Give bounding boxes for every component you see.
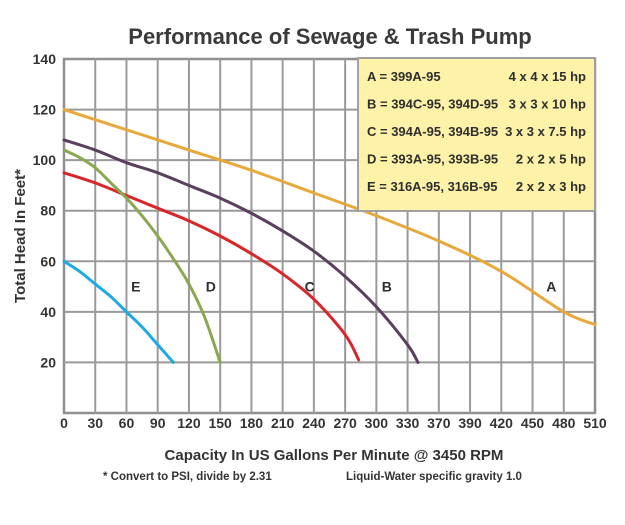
legend-models-b: B = 394C-95, 394D-95: [367, 97, 498, 112]
x-tick-label: 60: [119, 415, 135, 431]
x-tick-label: 420: [490, 415, 514, 431]
curve-label-a: A: [546, 279, 556, 295]
curve-label-b: B: [382, 279, 392, 295]
x-tick-label: 270: [333, 415, 357, 431]
legend-models-a: A = 399A-95: [367, 69, 441, 84]
legend-spec-a: 4 x 4 x 15 hp: [509, 69, 586, 84]
legend-models-e: E = 316A-95, 316B-95: [367, 179, 497, 194]
curve-labels: A B C D E: [131, 279, 556, 295]
legend-box: [357, 57, 596, 212]
legend-spec-b: 3 x 3 x 10 hp: [509, 97, 586, 112]
curve-label-d: D: [206, 279, 216, 295]
chart-title: Performance of Sewage & Trash Pump: [128, 24, 531, 49]
x-tick-label: 330: [396, 415, 420, 431]
y-tick-label: 120: [33, 102, 57, 118]
y-tick-label: 20: [40, 354, 56, 370]
x-tick-label: 0: [60, 415, 68, 431]
footnote-gravity: Liquid-Water specific gravity 1.0: [346, 471, 522, 483]
x-tick-label: 240: [302, 415, 326, 431]
x-tick-label: 150: [208, 415, 232, 431]
legend-spec-e: 2 x 2 x 3 hp: [516, 179, 586, 194]
x-tick-label: 480: [552, 415, 576, 431]
x-tick-label: 300: [365, 415, 389, 431]
legend-spec-c: 3 x 3 x 7.5 hp: [505, 124, 586, 139]
curve-b: [62, 138, 420, 364]
curve-label-e: E: [131, 279, 140, 295]
y-tick-label: 80: [40, 203, 56, 219]
x-tick-label: 450: [521, 415, 545, 431]
curves: [62, 108, 597, 364]
curve-d: [62, 148, 222, 364]
y-tick-label: 140: [33, 51, 57, 67]
x-tick-label: 510: [583, 415, 607, 431]
legend-spec-d: 2 x 2 x 5 hp: [516, 152, 586, 167]
x-tick-label: 30: [87, 415, 103, 431]
x-tick-label: 180: [240, 415, 264, 431]
y-axis-label: Total Head In Feet*: [12, 169, 29, 303]
y-tick-label: 100: [33, 152, 57, 168]
y-tick-label: 60: [40, 253, 56, 269]
x-tick-label: 210: [271, 415, 295, 431]
y-tick-label: 40: [40, 304, 56, 320]
x-tick-label: 120: [177, 415, 201, 431]
x-tick-label: 90: [150, 415, 166, 431]
legend: A = 399A-95 4 x 4 x 15 hp B = 394C-95, 394…: [357, 57, 596, 212]
curve-c: [62, 171, 361, 362]
x-tick-label: 370: [427, 415, 451, 431]
x-axis-label: Capacity In US Gallons Per Minute @ 3450…: [165, 447, 504, 464]
curve-e: [62, 259, 175, 364]
y-tick-labels: 20 40 60 80 100 120 140: [33, 51, 57, 370]
x-tick-label: 390: [458, 415, 482, 431]
curve-label-c: C: [305, 279, 315, 295]
footnote-psi: * Convert to PSI, divide by 2.31: [103, 471, 272, 483]
curve-a: [62, 108, 597, 326]
legend-models-d: D = 393A-95, 393B-95: [367, 152, 498, 167]
legend-models-c: C = 394A-95, 394B-95: [367, 124, 498, 139]
x-tick-labels: 0 30 60 90 120 150 180 210 240 270 300 330 370 390 420…: [60, 415, 607, 431]
